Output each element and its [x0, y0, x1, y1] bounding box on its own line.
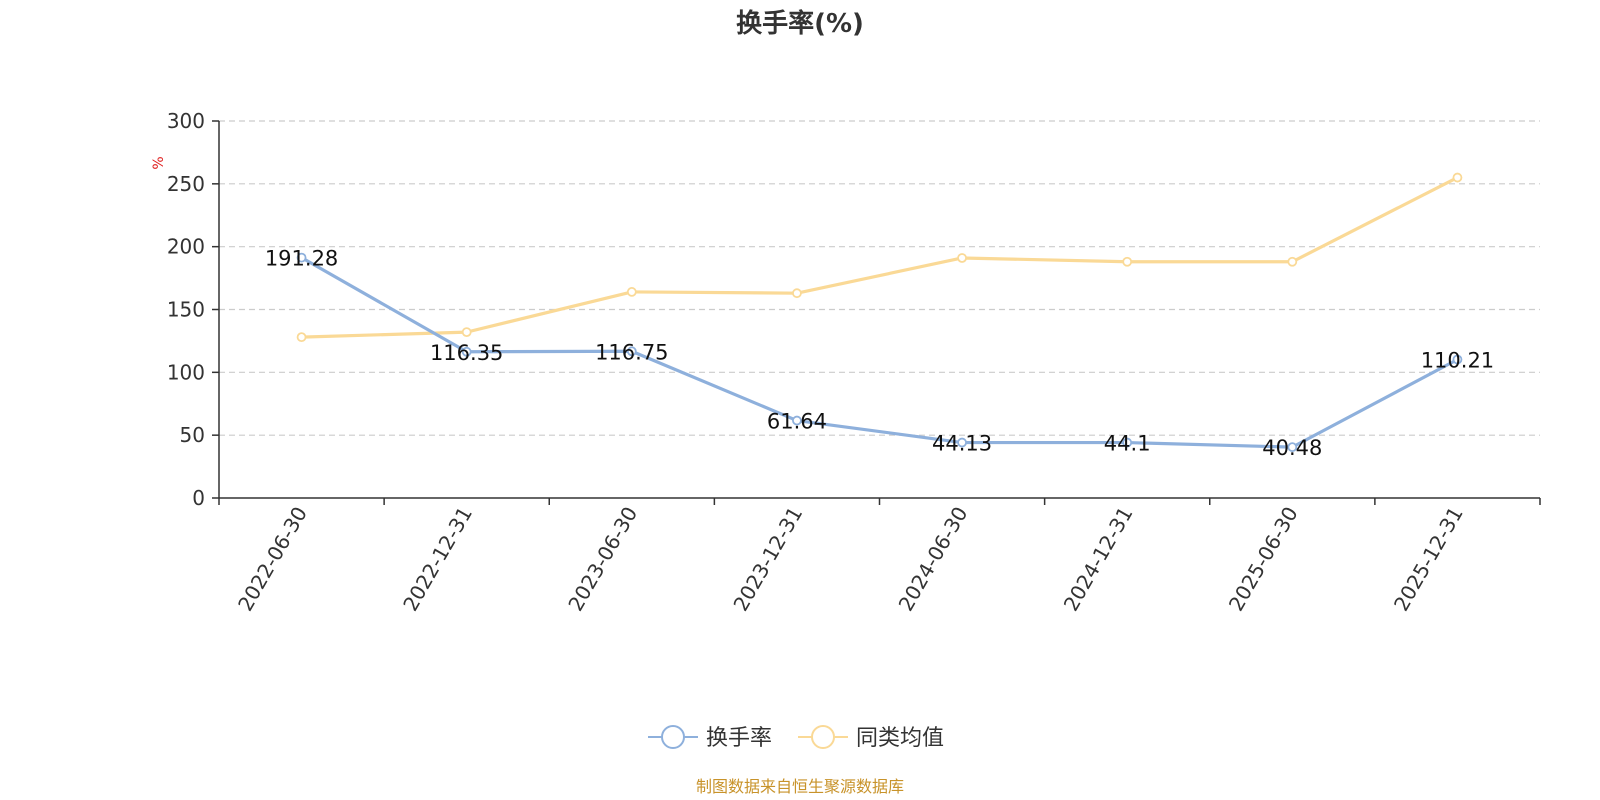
- legend-item[interactable]: 换手率: [648, 725, 772, 751]
- data-label: 61.64: [767, 410, 827, 434]
- data-point[interactable]: [1452, 354, 1463, 365]
- series-line-2: [301, 176, 1459, 339]
- x-tick-label: 2022-12-31: [398, 503, 477, 616]
- y-tick-label: 300: [167, 109, 205, 133]
- x-tick-label: 2023-12-31: [728, 503, 807, 616]
- y-tick-label: 250: [167, 172, 205, 196]
- data-point[interactable]: [957, 253, 967, 263]
- data-label: 116.75: [595, 340, 668, 364]
- legend-marker: [661, 725, 685, 749]
- data-point[interactable]: [626, 346, 637, 357]
- data-label: 110.21: [1421, 349, 1494, 373]
- y-tick-label: 100: [167, 360, 205, 384]
- data-label: 44.1: [1104, 432, 1151, 456]
- data-point[interactable]: [1452, 172, 1463, 183]
- legend-label: 换手率: [706, 726, 772, 751]
- data-point[interactable]: [296, 332, 307, 343]
- data-label: 44.13: [932, 432, 992, 456]
- x-tick-label: 2025-06-30: [1224, 503, 1303, 616]
- series-layer: [296, 172, 1463, 453]
- data-point[interactable]: [1287, 442, 1298, 453]
- chart-title: 换手率(%): [736, 8, 864, 39]
- data-point[interactable]: [1122, 256, 1133, 267]
- grid-lines: [219, 120, 1540, 436]
- legend[interactable]: 换手率 同类均值: [648, 725, 944, 751]
- x-tick-label: 2023-06-30: [563, 503, 642, 616]
- legend-item[interactable]: 同类均值: [798, 725, 944, 751]
- source-note: 制图数据来自恒生聚源数据库: [696, 777, 904, 796]
- data-label: 116.35: [430, 341, 503, 365]
- x-tick-label: 2025-12-31: [1389, 503, 1468, 616]
- x-tick-label: 2022-06-30: [233, 503, 312, 616]
- y-tick-label: 0: [192, 486, 205, 510]
- legend-label: 同类均值: [856, 726, 944, 751]
- data-point[interactable]: [461, 327, 472, 338]
- data-point[interactable]: [296, 252, 307, 263]
- data-point[interactable]: [792, 415, 802, 426]
- axes: 0 50 100 150 200 250 300 2022-06-30 2022-12-31 20…: [167, 109, 1541, 616]
- data-point[interactable]: [792, 288, 802, 299]
- data-point[interactable]: [626, 287, 637, 297]
- data-label: 40.48: [1262, 436, 1322, 460]
- x-tick-label: 2024-12-31: [1059, 503, 1138, 616]
- series-line-1: [300, 256, 1459, 449]
- y-tick-label: 200: [167, 235, 205, 259]
- y-unit-label: %: [151, 156, 167, 169]
- x-tick-label: 2024-06-30: [893, 503, 972, 616]
- data-labels: 191.28 116.35 116.75 61.64 44.13 44.1 40.48 110…: [265, 247, 1494, 461]
- data-point[interactable]: [957, 437, 967, 448]
- data-point[interactable]: [1122, 437, 1133, 448]
- data-point[interactable]: [1287, 256, 1298, 267]
- y-tick-label: 150: [167, 298, 205, 322]
- y-tick-label: 50: [180, 423, 205, 447]
- data-label: 191.28: [265, 247, 338, 271]
- data-point[interactable]: [461, 346, 472, 357]
- legend-marker: [811, 725, 835, 749]
